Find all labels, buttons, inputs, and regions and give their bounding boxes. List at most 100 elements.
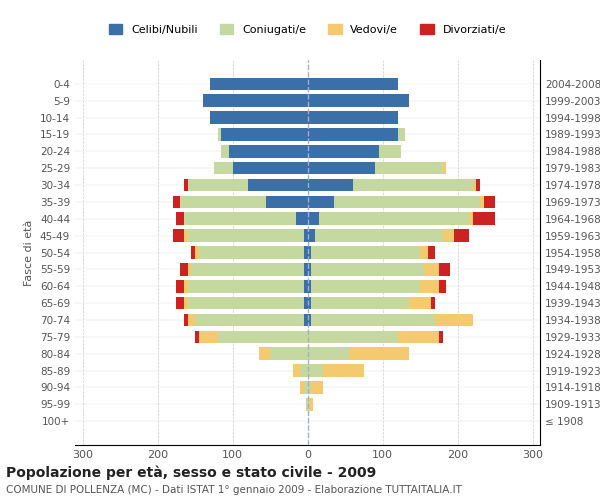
Bar [180,263,187,276]
Bar [323,364,364,377]
Bar [195,246,199,259]
Bar [173,230,184,242]
Bar [306,398,308,410]
Text: Popolazione per età, sesso e stato civile - 2009: Popolazione per età, sesso e stato civil… [6,465,376,479]
Bar [375,162,443,174]
Bar [259,348,270,360]
Bar [270,348,308,360]
Bar [353,178,473,192]
Bar [296,212,308,225]
Bar [187,178,248,192]
Bar [311,314,435,326]
Bar [300,364,308,377]
Bar [480,196,484,208]
Bar [308,297,311,310]
Bar [435,314,473,326]
Bar [334,196,480,208]
Bar [304,297,308,310]
Bar [398,128,405,141]
Bar [176,280,184,292]
Bar [304,314,308,326]
Bar [308,78,398,90]
Bar [469,212,473,225]
Bar [191,246,195,259]
Bar [180,196,266,208]
Bar [304,246,308,259]
Bar [439,263,450,276]
Bar [308,280,311,292]
Bar [210,111,308,124]
Bar [293,364,300,377]
Bar [304,263,308,276]
Bar [311,246,420,259]
Bar [187,297,304,310]
Bar [311,297,409,310]
Bar [195,314,304,326]
Bar [184,178,187,192]
Bar [484,196,495,208]
Bar [379,145,401,158]
Bar [187,230,304,242]
Bar [221,128,308,141]
Bar [308,348,349,360]
Bar [308,230,315,242]
Bar [308,263,311,276]
Bar [187,263,191,276]
Bar [308,111,398,124]
Bar [218,128,221,141]
Bar [308,381,311,394]
Bar [476,178,480,192]
Bar [308,364,323,377]
Bar [248,178,308,192]
Bar [308,94,409,107]
Bar [187,280,304,292]
Bar [311,381,323,394]
Bar [349,348,409,360]
Bar [311,263,424,276]
Bar [210,78,308,90]
Bar [424,263,439,276]
Bar [398,330,439,343]
Bar [308,145,379,158]
Bar [443,230,454,242]
Bar [218,330,308,343]
Bar [309,398,313,410]
Bar [191,263,304,276]
Bar [427,246,435,259]
Bar [308,212,319,225]
Bar [304,230,308,242]
Bar [187,314,195,326]
Bar [473,178,476,192]
Bar [233,162,308,174]
Text: COMUNE DI POLLENZA (MC) - Dati ISTAT 1° gennaio 2009 - Elaborazione TUTTAITALIA.: COMUNE DI POLLENZA (MC) - Dati ISTAT 1° … [6,485,462,495]
Bar [300,381,304,394]
Bar [443,162,446,174]
Bar [308,178,353,192]
Bar [176,297,184,310]
Bar [473,212,495,225]
Bar [409,297,431,310]
Legend: Celibi/Nubili, Coniugati/e, Vedovi/e, Divorziati/e: Celibi/Nubili, Coniugati/e, Vedovi/e, Di… [104,20,511,39]
Bar [308,246,311,259]
Bar [229,145,308,158]
Bar [184,230,187,242]
Bar [420,246,427,259]
Bar [308,196,334,208]
Bar [184,314,187,326]
Bar [308,398,309,410]
Bar [203,94,308,107]
Bar [315,230,443,242]
Bar [308,330,398,343]
Bar [439,280,446,292]
Bar [308,162,375,174]
Bar [420,280,439,292]
Bar [266,196,308,208]
Bar [184,280,187,292]
Bar [439,330,443,343]
Bar [304,280,308,292]
Bar [221,145,229,158]
Bar [308,314,311,326]
Bar [319,212,469,225]
Y-axis label: Fasce di età: Fasce di età [25,220,34,286]
Bar [311,280,420,292]
